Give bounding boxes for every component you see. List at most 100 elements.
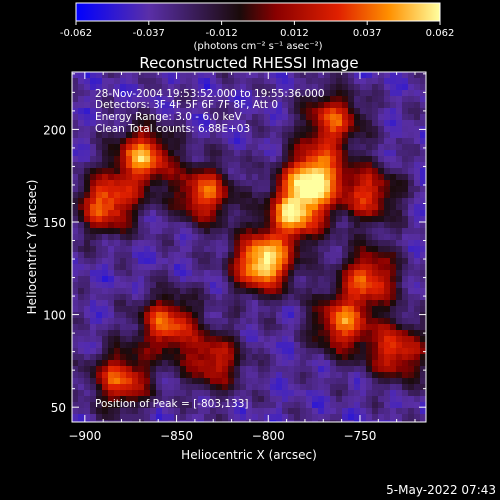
heatmap-cell [366,162,372,168]
heatmap-cell [360,186,366,192]
heatmap-cell [300,276,306,282]
heatmap-cell [102,186,108,192]
heatmap-cell [84,156,90,162]
heatmap-cell [96,294,102,300]
heatmap-cell [294,90,300,96]
heatmap-cell [402,354,408,360]
heatmap-cell [276,180,282,186]
heatmap-cell [210,336,216,342]
heatmap-cell [120,294,126,300]
heatmap-cell [294,282,300,288]
heatmap-cell [390,78,396,84]
heatmap-cell [150,138,156,144]
heatmap-cell [144,144,150,150]
heatmap-cell [108,120,114,126]
heatmap-cell [360,168,366,174]
heatmap-cell [312,150,318,156]
heatmap-cell [402,312,408,318]
heatmap-cell [174,408,180,414]
heatmap-cell [324,198,330,204]
heatmap-cell [162,168,168,174]
heatmap-cell [336,234,342,240]
heatmap-cell [324,84,330,90]
heatmap-cell [204,318,210,324]
heatmap-cell [384,144,390,150]
heatmap-cell [156,414,162,420]
heatmap-cell [420,252,426,258]
heatmap-cell [108,348,114,354]
heatmap-cell [156,126,162,132]
heatmap-cell [114,114,120,120]
heatmap-cell [318,96,324,102]
heatmap-cell [216,162,222,168]
heatmap-cell [264,330,270,336]
heatmap-cell [324,366,330,372]
heatmap-cell [150,372,156,378]
heatmap-cell [84,288,90,294]
heatmap-cell [138,318,144,324]
heatmap-cell [348,288,354,294]
heatmap-cell [186,384,192,390]
heatmap-cell [348,348,354,354]
heatmap-cell [300,120,306,126]
heatmap-cell [420,402,426,408]
heatmap-cell [198,342,204,348]
heatmap-cell [306,414,312,420]
heatmap-cell [186,180,192,186]
heatmap-cell [306,408,312,414]
heatmap-cell [96,252,102,258]
heatmap-cell [282,396,288,402]
heatmap-cell [84,168,90,174]
heatmap-cell [132,174,138,180]
heatmap-cell [264,216,270,222]
heatmap-cell [378,216,384,222]
heatmap-cell [234,384,240,390]
heatmap-cell [96,306,102,312]
heatmap-cell [342,192,348,198]
heatmap-cell [120,228,126,234]
heatmap-cell [198,408,204,414]
heatmap-cell [96,408,102,414]
heatmap-cell [246,132,252,138]
heatmap-cell [252,360,258,366]
heatmap-cell [186,222,192,228]
heatmap-cell [72,306,78,312]
heatmap-cell [408,342,414,348]
heatmap-cell [132,186,138,192]
heatmap-cell [138,234,144,240]
heatmap-cell [222,288,228,294]
heatmap-cell [222,126,228,132]
heatmap-cell [72,204,78,210]
heatmap-cell [156,342,162,348]
heatmap-cell [198,150,204,156]
heatmap-cell [294,168,300,174]
heatmap-cell [90,270,96,276]
heatmap-cell [210,102,216,108]
heatmap-cell [186,228,192,234]
heatmap-cell [234,306,240,312]
heatmap-cell [180,402,186,408]
heatmap-cell [204,264,210,270]
heatmap-cell [402,138,408,144]
heatmap-cell [168,408,174,414]
heatmap-cell [414,384,420,390]
heatmap-cell [324,72,330,78]
heatmap-cell [330,414,336,420]
heatmap-cell [402,180,408,186]
heatmap-cell [84,318,90,324]
heatmap-cell [132,378,138,384]
heatmap-cell [90,252,96,258]
heatmap-cell [390,294,396,300]
heatmap-cell [108,102,114,108]
heatmap-cell [204,228,210,234]
heatmap-cell [258,246,264,252]
heatmap-cell [126,204,132,210]
heatmap-cell [258,312,264,318]
heatmap-cell [234,348,240,354]
heatmap-cell [324,288,330,294]
heatmap-cell [396,264,402,270]
heatmap-cell [312,72,318,78]
heatmap-cell [288,258,294,264]
heatmap-cell [300,222,306,228]
heatmap-cell [96,96,102,102]
